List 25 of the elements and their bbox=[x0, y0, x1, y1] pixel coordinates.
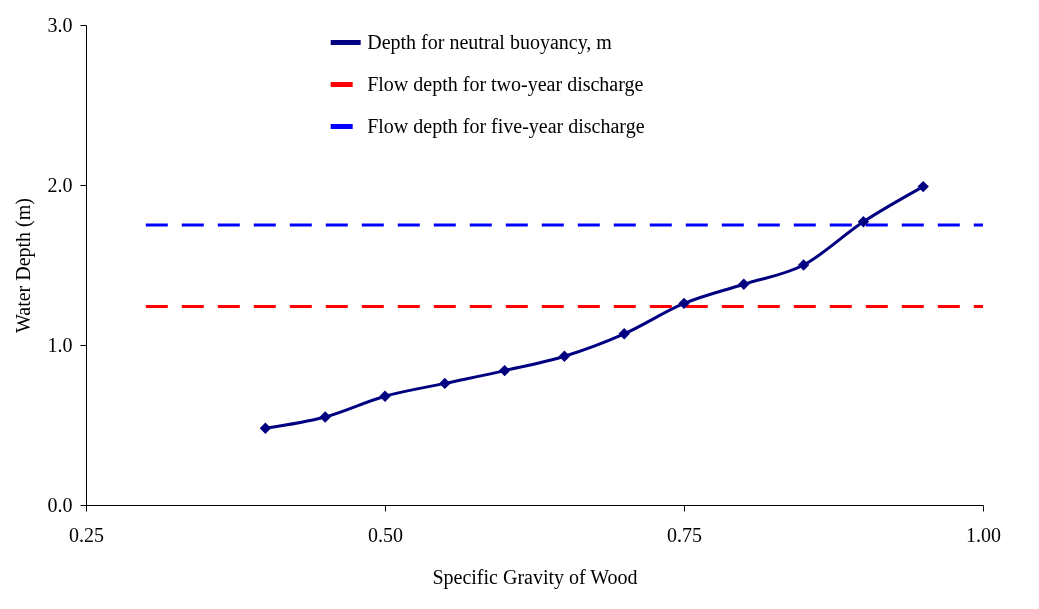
y-tick-label: 0.0 bbox=[47, 493, 73, 516]
legend-label: Flow depth for two-year discharge bbox=[367, 72, 644, 96]
point bbox=[917, 180, 929, 193]
point bbox=[738, 278, 750, 290]
point bbox=[379, 390, 391, 402]
point bbox=[618, 328, 630, 340]
point bbox=[678, 297, 690, 310]
point bbox=[319, 411, 331, 423]
x-tick-label: 0.75 bbox=[667, 523, 702, 546]
legend-label: Flow depth for five-year discharge bbox=[367, 114, 645, 138]
point bbox=[797, 259, 810, 271]
point bbox=[558, 350, 571, 362]
y-tick-label: 1.0 bbox=[47, 333, 73, 356]
x-tick-label: 0.50 bbox=[368, 523, 403, 546]
point bbox=[498, 364, 511, 377]
point bbox=[439, 377, 451, 390]
legend-label: Depth for neutral buoyancy, m bbox=[367, 30, 613, 54]
point bbox=[857, 216, 870, 228]
x-axis-title: Specific Gravity of Wood bbox=[432, 565, 638, 589]
y-tick-label: 3.0 bbox=[47, 13, 73, 36]
y-axis-title: Water Depth (m) bbox=[11, 198, 35, 333]
point bbox=[259, 422, 272, 434]
y-tick-label: 2.0 bbox=[47, 173, 73, 196]
x-tick-label: 0.25 bbox=[69, 523, 104, 546]
x-tick-label: 1.00 bbox=[966, 523, 1001, 546]
